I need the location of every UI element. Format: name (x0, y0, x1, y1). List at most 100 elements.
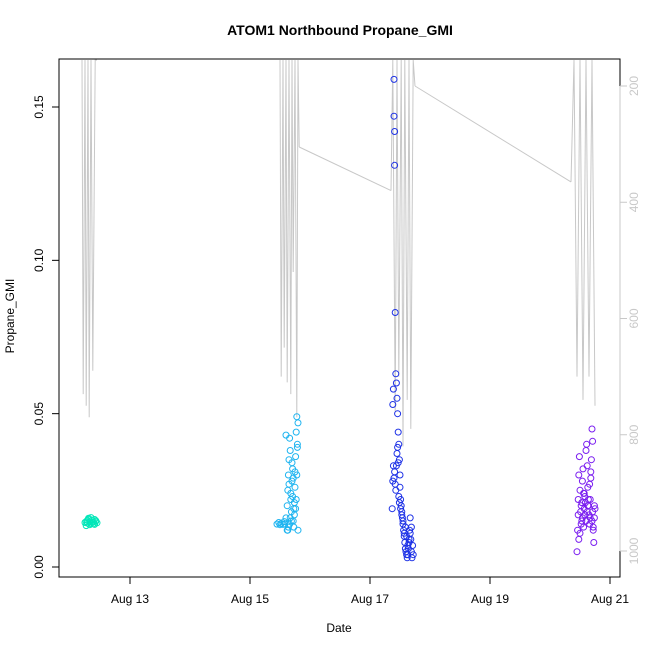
data-point (393, 450, 401, 457)
data-point (391, 161, 399, 169)
data-point (575, 535, 583, 543)
data-point (391, 309, 399, 316)
data-point (390, 75, 398, 83)
data-point (578, 517, 586, 525)
data-point (407, 523, 415, 531)
data-point (394, 410, 402, 418)
data-point (580, 523, 588, 531)
data-point (590, 502, 598, 510)
data-point (586, 480, 594, 488)
x-tick-label: Aug 19 (471, 592, 509, 606)
data-point (288, 459, 296, 467)
secondary-line-segment (390, 59, 416, 447)
data-point (282, 431, 290, 439)
y2-tick-label: 600 (627, 308, 641, 328)
data-point (390, 112, 398, 120)
data-point (588, 425, 596, 433)
secondary-line-segment (414, 85, 572, 183)
data-point (403, 554, 411, 562)
data-point (574, 511, 582, 519)
data-point (587, 468, 595, 476)
data-point (396, 471, 404, 479)
y-axis-label: Propane_GMI (3, 279, 17, 354)
data-point (589, 523, 597, 531)
data-point (408, 554, 416, 562)
secondary-y-axis: 200 400 600 800 1000 (619, 76, 641, 564)
data-point (285, 480, 293, 488)
x-tick-label: Aug 17 (351, 592, 389, 606)
data-point (583, 462, 591, 470)
data-point (578, 477, 586, 485)
data-point (589, 437, 597, 445)
data-point (582, 447, 590, 454)
data-point (292, 453, 300, 461)
data-point (580, 489, 588, 497)
data-point (291, 468, 299, 476)
secondary-line-layer (81, 59, 596, 447)
secondary-line-segment (570, 59, 596, 406)
data-point (287, 517, 295, 525)
x-axis: Aug 13 Aug 15 Aug 17 Aug 19 Aug 21 (111, 576, 629, 606)
data-point (391, 128, 399, 135)
data-point (91, 516, 99, 523)
data-point (590, 539, 598, 546)
data-point (409, 551, 417, 559)
data-point (92, 517, 100, 525)
y2-tick-label: 1000 (627, 537, 641, 564)
data-point (579, 465, 587, 473)
y2-tick-label: 400 (627, 192, 641, 212)
data-point (392, 379, 400, 387)
data-point (389, 385, 397, 393)
secondary-line-segment (279, 59, 300, 418)
data-point (293, 443, 301, 451)
data-point (292, 428, 300, 436)
data-point (395, 440, 403, 448)
data-point (286, 514, 294, 522)
x-tick-label: Aug 15 (231, 592, 269, 606)
data-point (391, 468, 399, 476)
data-point (388, 505, 396, 513)
data-point (583, 440, 591, 448)
data-point (394, 459, 402, 467)
data-point (292, 496, 300, 503)
data-point (587, 456, 595, 464)
secondary-line-segment (298, 146, 392, 192)
data-point (589, 508, 597, 516)
data-point (584, 502, 592, 510)
data-point (392, 486, 400, 494)
data-point (394, 428, 402, 436)
y-tick-label: 0.10 (32, 248, 46, 272)
data-point (587, 474, 595, 482)
data-point (576, 529, 584, 537)
y2-tick-label: 800 (627, 424, 641, 444)
y-tick-label: 0.15 (32, 95, 46, 119)
secondary-line-segment (81, 59, 97, 418)
data-point (409, 542, 417, 549)
data-point (393, 394, 401, 402)
x-tick-label: Aug 21 (591, 592, 629, 606)
data-point (291, 483, 299, 491)
data-point (589, 526, 597, 534)
data-point (575, 453, 583, 461)
y-tick-label: 0.00 (32, 555, 46, 579)
data-point (389, 401, 397, 408)
data-point (575, 471, 583, 479)
data-point (293, 440, 301, 448)
data-point (294, 419, 302, 427)
data-point (578, 499, 586, 507)
data-point (394, 443, 402, 451)
y2-tick-label: 200 (627, 76, 641, 96)
x-axis-label: Date (326, 621, 352, 635)
data-point (284, 471, 292, 479)
data-point (290, 505, 298, 513)
data-point (82, 522, 90, 530)
data-point (398, 511, 406, 519)
data-point (283, 502, 291, 510)
plot-frame (58, 58, 621, 578)
data-point (392, 370, 400, 378)
data-point (282, 514, 290, 522)
chart-title: ATOM1 Northbound Propane_GMI (227, 22, 453, 38)
data-point (294, 526, 302, 534)
y-tick-label: 0.05 (32, 402, 46, 426)
